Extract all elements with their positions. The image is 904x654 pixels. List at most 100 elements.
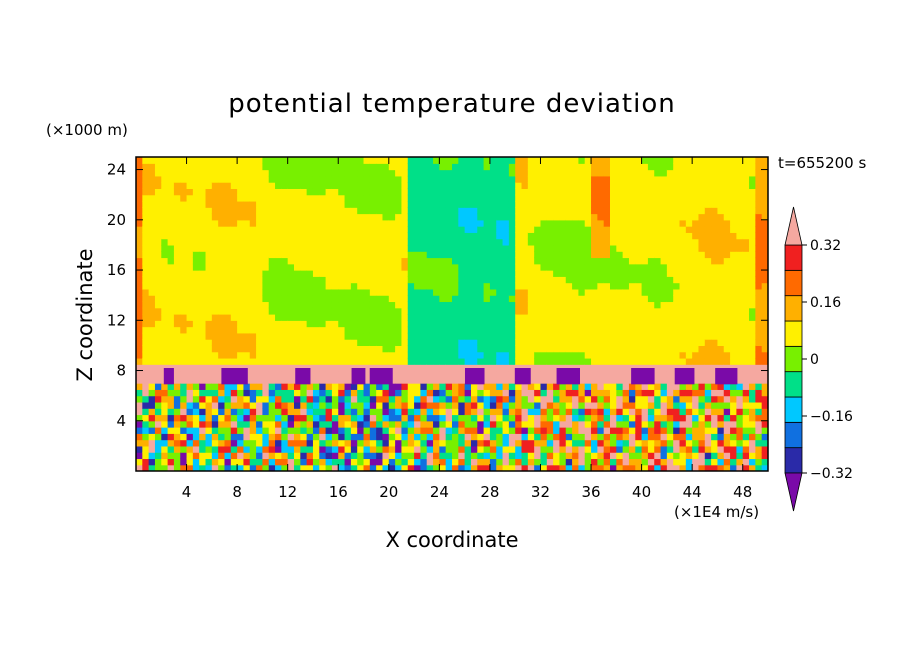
field-cell [489,282,497,290]
field-cell [439,345,447,353]
field-cell [685,175,693,183]
field-cell [628,445,636,453]
field-cell [218,414,226,422]
field-cell [136,219,143,227]
field-cell [142,219,150,227]
field-cell [262,389,270,397]
field-cell [749,414,756,422]
field-cell [749,188,756,196]
field-cell [736,169,744,177]
field-cell [407,282,415,290]
field-cell [192,433,200,441]
field-cell [584,364,592,372]
field-cell [218,169,226,177]
field-cell [287,307,295,315]
field-cell [527,433,535,441]
field-cell [243,351,251,359]
field-cell [635,295,643,303]
field-cell [344,351,352,359]
field-cell [578,244,586,252]
field-cell [192,157,200,164]
field-cell [445,389,453,397]
field-cell [382,408,390,416]
field-cell [344,157,352,164]
field-cell [717,326,725,334]
field-cell [515,332,523,340]
field-cell [742,357,750,365]
field-cell [723,175,731,183]
field-cell [338,288,346,296]
field-cell [685,182,693,189]
field-cell [673,232,681,240]
field-cell [363,389,371,397]
field-cell [192,458,200,466]
field-cell [173,351,181,359]
field-cell [470,276,478,284]
field-cell [350,238,358,246]
field-cell [464,276,472,284]
field-cell [294,314,301,321]
field-cell [287,182,295,189]
field-cell [673,389,681,397]
field-cell [401,332,409,340]
field-cell [414,169,421,177]
field-cell [243,219,251,227]
field-cell [761,439,768,447]
field-cell [723,389,731,397]
field-cell [281,257,289,265]
field-cell [186,251,194,259]
field-cell [287,226,295,233]
field-cell [464,157,472,164]
field-cell [749,182,756,189]
field-cell [331,232,339,240]
field-cell [527,207,535,215]
field-cell [470,345,478,353]
field-cell [635,157,643,164]
field-cell [161,326,169,334]
field-cell [496,182,504,189]
field-cell [395,314,403,321]
field-cell [136,427,143,434]
field-cell [306,219,314,227]
field-cell [647,314,655,321]
field-cell [439,232,447,240]
field-cell [628,257,636,265]
field-cell [281,238,289,246]
field-cell [534,200,542,208]
field-cell [572,464,579,471]
field-cell [281,219,289,227]
field-cell [578,175,586,183]
field-cell [192,420,200,428]
field-cell [452,458,459,466]
field-cell [199,295,207,303]
field-cell [692,452,700,460]
field-cell [540,420,548,428]
field-cell [685,458,693,466]
field-cell [483,414,491,422]
field-cell [616,288,624,296]
field-cell [357,445,365,453]
field-cell [262,320,270,328]
field-cell [515,445,523,453]
field-cell [666,270,674,277]
field-cell [161,276,169,284]
field-cell [363,414,371,422]
field-cell [534,226,542,233]
field-cell [616,301,624,309]
field-cell [508,433,516,441]
field-cell [268,357,276,365]
field-cell [755,320,763,328]
field-cell [654,163,662,171]
field-cell [287,364,295,372]
field-cell [591,219,598,227]
field-cell [508,395,516,403]
field-cell [717,288,725,296]
field-cell [420,200,428,208]
field-cell [641,207,649,215]
field-cell [312,270,320,277]
field-cell [673,263,681,271]
field-cell [559,257,567,265]
field-cell [420,288,428,296]
field-cell [237,182,245,189]
field-cell [268,288,276,296]
